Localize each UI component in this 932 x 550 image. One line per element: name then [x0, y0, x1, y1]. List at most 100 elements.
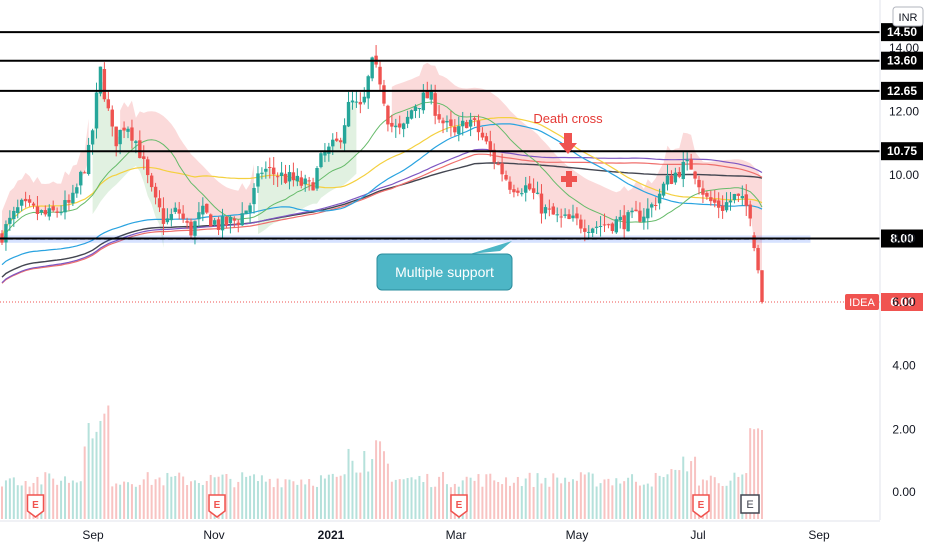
candle-body: [75, 187, 79, 194]
volume-bar: [343, 474, 346, 519]
candle-body: [19, 199, 24, 206]
level-label-bg: [881, 51, 923, 70]
candle-body: [421, 92, 426, 111]
volume-bar: [694, 456, 697, 519]
candle-body: [650, 204, 654, 208]
volume-bar: [371, 459, 374, 519]
volume-bar: [725, 485, 728, 519]
volume-bar: [536, 473, 539, 519]
candle-body: [398, 123, 402, 128]
earnings-marker-label: E: [456, 500, 463, 511]
volume-bar: [481, 486, 484, 519]
candle-body: [193, 221, 197, 236]
candle-body: [224, 216, 229, 226]
candle-body: [508, 181, 512, 190]
candle-body: [756, 248, 760, 271]
price-tick-label: 12.00: [889, 105, 919, 119]
candle-body: [496, 163, 500, 165]
volume-bar: [75, 482, 78, 519]
candle-body: [86, 144, 91, 175]
candle-body: [35, 206, 40, 214]
candle-body: [693, 171, 697, 179]
candle-body: [382, 85, 386, 104]
candle-body: [134, 141, 138, 143]
volume-bar: [190, 481, 193, 519]
volume-bar: [524, 478, 527, 519]
volume-bar: [658, 475, 661, 519]
candle-body: [618, 216, 622, 221]
last-price-badge: [881, 293, 923, 311]
earnings-marker-label: E: [698, 500, 705, 511]
volume-bar: [245, 476, 248, 519]
candle-body: [55, 211, 59, 213]
candle-body: [370, 57, 374, 79]
candle-body: [583, 228, 587, 232]
candle-body: [59, 212, 63, 214]
candle-body: [689, 159, 693, 170]
price-tick-label: 8.00: [892, 232, 916, 246]
candle-body: [342, 125, 347, 144]
volume-bar: [67, 482, 70, 519]
candle-body: [464, 122, 469, 129]
candle-body: [232, 218, 237, 221]
volume-bar: [339, 475, 342, 519]
volume-bar: [497, 481, 500, 519]
volume-bar: [95, 431, 98, 519]
volume-bar: [158, 477, 161, 519]
volume-bar: [253, 474, 256, 519]
candle-body: [354, 101, 359, 103]
volume-bar: [485, 474, 488, 519]
candle-body: [748, 204, 752, 219]
candle-body: [181, 213, 185, 219]
candle-body: [472, 118, 477, 120]
volume-bar: [512, 482, 515, 519]
candle-body: [110, 109, 114, 127]
candle-body: [102, 69, 107, 100]
volume-bar: [99, 420, 102, 519]
candle-body: [409, 110, 414, 119]
earnings-marker: [208, 494, 226, 518]
volume-bar: [398, 479, 401, 519]
volume-bar: [548, 486, 551, 519]
candle-body: [437, 114, 441, 120]
volume-bar: [138, 484, 141, 519]
volume-bar: [24, 480, 27, 519]
volume-bar: [682, 456, 685, 519]
candle-body: [315, 167, 319, 189]
volume-bar: [430, 487, 433, 519]
candle-body: [165, 218, 170, 223]
volume-bar: [103, 413, 106, 519]
volume-bar: [280, 487, 283, 519]
volume-bar: [757, 428, 760, 519]
candle-body: [71, 192, 75, 204]
candle-body: [362, 96, 366, 103]
horizontal-levels: 14.50 13.60 12.65 10.75 8.00 IDEA 6.00: [0, 23, 923, 311]
candle-body: [614, 219, 619, 233]
volume-bar: [56, 484, 59, 519]
volume-bar: [571, 479, 574, 519]
symbol-label: IDEA: [849, 297, 875, 309]
volume-bar: [418, 475, 421, 519]
candle-body: [67, 199, 71, 203]
volume-bar: [426, 473, 429, 519]
volume-bar: [288, 479, 291, 519]
time-tick-label: 2021: [318, 528, 345, 542]
volume-bar: [587, 472, 590, 519]
candle-body: [303, 178, 307, 185]
candle-body: [453, 126, 457, 133]
price-tick-label: 6.00: [892, 295, 916, 309]
down-arrow-icon: [559, 133, 577, 154]
time-tick-label: Sep: [82, 528, 104, 542]
candle-body: [587, 231, 591, 233]
level-label: 8.00: [890, 232, 914, 246]
candle-body: [673, 172, 678, 183]
candle-body: [291, 172, 296, 181]
ma-line: [1, 117, 763, 237]
cloud-bullish: [92, 80, 164, 248]
candle-body: [118, 129, 122, 145]
volume-bar: [568, 481, 571, 519]
candle-body: [488, 141, 492, 151]
volume-bar: [422, 481, 425, 519]
volume-bar: [71, 480, 74, 519]
